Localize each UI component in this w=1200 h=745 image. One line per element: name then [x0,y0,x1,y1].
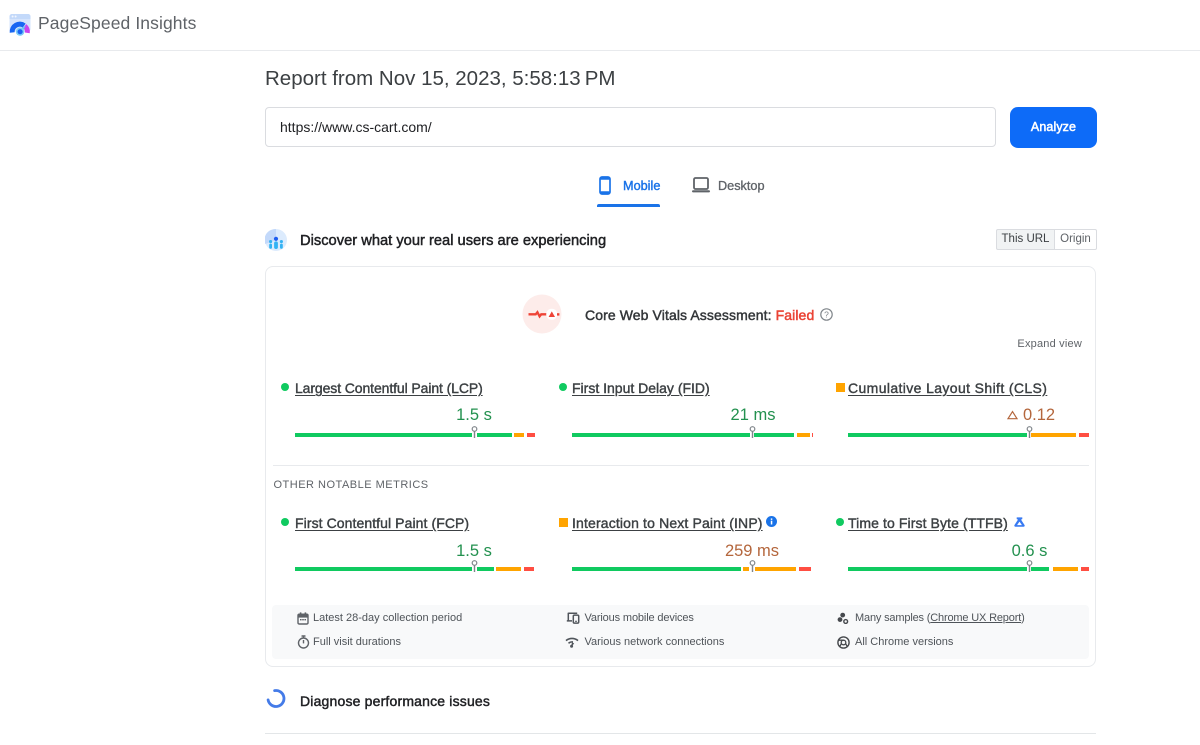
svg-text:?: ? [824,309,829,319]
